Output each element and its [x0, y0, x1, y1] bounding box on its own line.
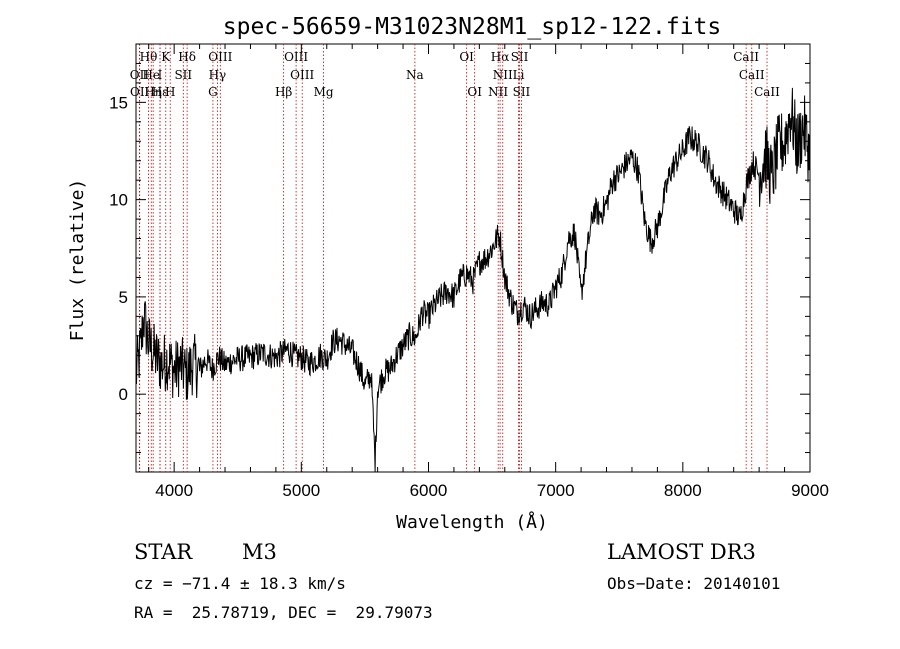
line-label-11: I — [158, 68, 163, 82]
line-label-10: He — [142, 68, 160, 82]
chart-title: spec-56659-M31023N28M1_sp12-122.fits — [223, 14, 722, 40]
line-label-8: CaII — [733, 50, 759, 64]
y-tick-label-3: 15 — [109, 93, 128, 112]
redshift-cz: cz = −71.4 ± 18.3 km/s — [134, 574, 346, 593]
object-subclass: M3 — [242, 540, 277, 564]
y-tick-label-1: 5 — [119, 288, 128, 307]
line-label-12: SII — [174, 68, 192, 82]
line-label-23: G — [208, 85, 218, 99]
x-tick-label-2: 6000 — [410, 481, 448, 500]
object-class: STAR — [134, 540, 193, 564]
line-label-4: OIII — [284, 50, 308, 64]
x-tick-label-5: 9000 — [791, 481, 829, 500]
line-label-25: Mg — [314, 85, 334, 99]
spectrum-line — [135, 87, 811, 473]
line-label-2: Hδ — [178, 50, 196, 64]
line-label-19: OII — [130, 85, 150, 99]
line-label-21: Hη — [144, 85, 162, 99]
line-label-17: Li — [513, 68, 525, 82]
line-label-5: OI — [459, 50, 474, 64]
line-label-14: OIII — [290, 68, 314, 82]
axis-ticks: 4000 5000 6000 7000 8000 9000 0 5 10 15 — [109, 43, 829, 500]
line-label-6: Hα — [491, 50, 510, 64]
line-label-0: Hθ — [140, 50, 158, 64]
observation-date: Obs−Date: 20140101 — [607, 574, 781, 593]
line-label-1: K — [161, 50, 171, 64]
y-tick-label-2: 10 — [109, 191, 128, 210]
line-label-24: Hβ — [275, 85, 292, 99]
line-label-15: Na — [406, 68, 424, 82]
coordinates: RA = 25.78719, DEC = 29.79073 — [134, 603, 433, 622]
x-tick-label-0: 4000 — [155, 481, 193, 500]
line-label-18: CaII — [739, 68, 765, 82]
line-label-16: NII — [493, 68, 513, 82]
survey-name: LAMOST DR3 — [607, 540, 756, 564]
x-tick-label-4: 8000 — [664, 481, 702, 500]
spectrum-series — [135, 87, 811, 473]
line-label-29: CaII — [754, 85, 780, 99]
x-axis-label: Wavelength (Å) — [396, 511, 548, 533]
y-tick-label-0: 0 — [119, 385, 128, 404]
line-label-3: OIII — [208, 50, 232, 64]
plot-frame — [135, 43, 811, 473]
line-label-20: Hε — [152, 85, 169, 99]
line-label-27: NII — [488, 85, 508, 99]
y-axis-label: Flux (relative) — [67, 179, 88, 342]
line-label-7: SII — [511, 50, 529, 64]
line-label-28: SII — [513, 85, 531, 99]
x-tick-label-3: 7000 — [537, 481, 575, 500]
line-label-22: H — [165, 85, 175, 99]
x-tick-label-1: 5000 — [282, 481, 320, 500]
line-label-26: OI — [467, 85, 482, 99]
line-label-9: OII — [130, 68, 150, 82]
plot-axes — [135, 43, 811, 473]
line-label-13: Hγ — [209, 68, 227, 82]
